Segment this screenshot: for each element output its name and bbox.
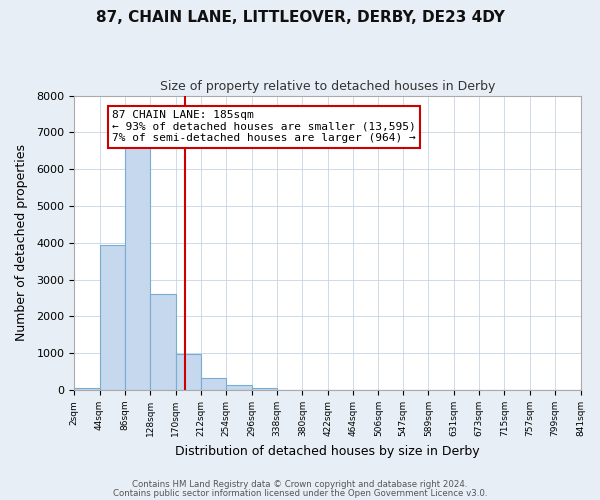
Bar xyxy=(150,294,176,390)
Bar xyxy=(201,378,226,390)
Bar xyxy=(74,388,100,390)
X-axis label: Distribution of detached houses by size in Derby: Distribution of detached houses by size … xyxy=(175,444,479,458)
Bar xyxy=(176,354,201,390)
Bar xyxy=(226,386,251,390)
Title: Size of property relative to detached houses in Derby: Size of property relative to detached ho… xyxy=(160,80,495,93)
Bar xyxy=(251,388,277,390)
Text: Contains HM Land Registry data © Crown copyright and database right 2024.: Contains HM Land Registry data © Crown c… xyxy=(132,480,468,489)
Text: 87 CHAIN LANE: 185sqm
← 93% of detached houses are smaller (13,595)
7% of semi-d: 87 CHAIN LANE: 185sqm ← 93% of detached … xyxy=(112,110,416,144)
Bar xyxy=(125,147,150,390)
Text: Contains public sector information licensed under the Open Government Licence v3: Contains public sector information licen… xyxy=(113,488,487,498)
Y-axis label: Number of detached properties: Number of detached properties xyxy=(15,144,28,342)
Text: 87, CHAIN LANE, LITTLEOVER, DERBY, DE23 4DY: 87, CHAIN LANE, LITTLEOVER, DERBY, DE23 … xyxy=(95,10,505,25)
Bar xyxy=(100,244,125,390)
